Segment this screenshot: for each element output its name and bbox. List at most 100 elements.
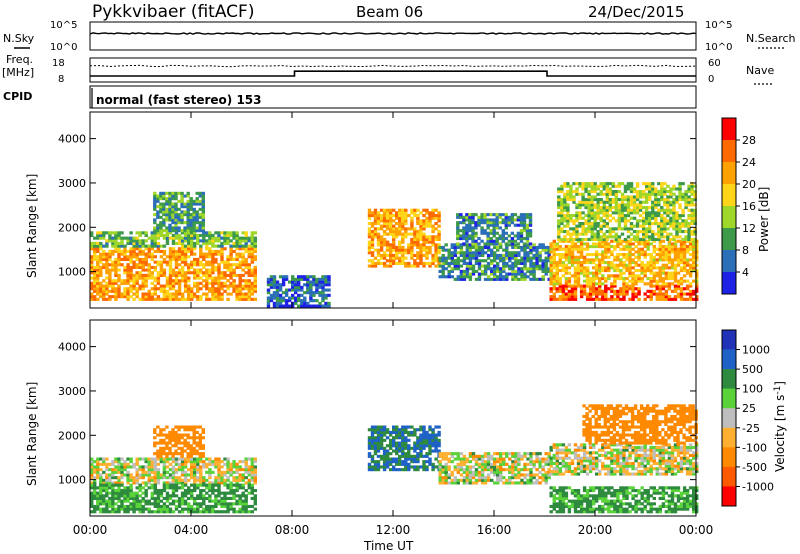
heatmap-cell: [147, 292, 151, 296]
heatmap-cell: [416, 256, 420, 260]
heatmap-cell: [693, 211, 697, 215]
heatmap-cell: [99, 241, 103, 245]
heatmap-cell: [607, 247, 611, 251]
heatmap-cell: [132, 502, 136, 506]
heatmap-cell: [153, 457, 157, 461]
heatmap-cell: [171, 502, 176, 506]
heatmap-cell: [648, 214, 652, 218]
heatmap-cell: [168, 449, 172, 453]
heatmap-cell: [468, 215, 472, 219]
heatmap-cell: [196, 233, 200, 237]
heatmap-cell: [392, 235, 396, 239]
colorbar-tick-label: 28: [742, 134, 756, 147]
heatmap-cell: [661, 284, 666, 288]
heatmap-cell: [318, 304, 322, 308]
heatmap-cell: [590, 206, 594, 210]
heatmap-cell: [623, 190, 628, 194]
heatmap-cell: [664, 282, 669, 286]
heatmap-cell: [555, 287, 559, 291]
heatmap-cell: [582, 266, 587, 270]
heatmap-cell: [162, 223, 166, 227]
heatmap-cell: [604, 245, 608, 249]
heatmap-cell: [625, 239, 629, 243]
heatmap-cell: [138, 265, 142, 269]
heatmap-cell: [638, 237, 643, 241]
heatmap-cell: [610, 253, 614, 257]
heatmap-cell: [404, 208, 408, 212]
heatmap-cell: [549, 277, 553, 281]
heatmap-cell: [150, 281, 154, 285]
heatmap-cell: [135, 462, 139, 466]
heatmap-cell: [183, 257, 188, 261]
heatmap-cell: [419, 211, 423, 215]
heatmap-cell: [141, 507, 145, 511]
heatmap-cell: [675, 227, 679, 231]
heatmap-cell: [578, 203, 582, 207]
heatmap-cell: [162, 462, 167, 466]
heatmap-cell: [670, 250, 675, 254]
heatmap-cell: [474, 248, 479, 252]
heatmap-cell: [450, 259, 454, 263]
heatmap-cell: [205, 247, 209, 251]
heatmap-cell: [220, 502, 224, 506]
heatmap-cell: [628, 269, 632, 273]
heatmap-cell: [425, 219, 429, 223]
heatmap-cell: [126, 265, 130, 269]
heatmap-cell: [664, 247, 669, 251]
heatmap-cell: [623, 203, 628, 207]
heatmap-cell: [162, 221, 166, 225]
heatmap-cell: [183, 462, 188, 466]
heatmap-cell: [105, 255, 109, 259]
heatmap-cell: [648, 187, 652, 191]
heatmap-cell: [428, 211, 432, 215]
heatmap-cell: [102, 289, 106, 293]
heatmap-cell: [648, 222, 652, 226]
heatmap-cell: [190, 260, 194, 264]
heatmap-cell: [535, 256, 539, 260]
heatmap-cell: [416, 261, 420, 265]
heatmap-cell: [168, 231, 173, 235]
heatmap-cell: [582, 284, 587, 288]
heatmap-cell: [555, 282, 559, 286]
heatmap-cell: [168, 292, 173, 296]
heatmap-cell: [416, 222, 420, 226]
heatmap-cell: [117, 496, 121, 500]
heatmap-cell: [90, 494, 94, 498]
heatmap-cell: [208, 297, 212, 301]
heatmap-cell: [199, 295, 203, 299]
heatmap-cell: [214, 268, 218, 272]
freq-left-tick-top: 18: [52, 58, 65, 69]
heatmap-cell: [385, 264, 390, 268]
heatmap-cell: [690, 222, 694, 226]
heatmap-cell: [171, 297, 176, 301]
heatmap-cell: [628, 261, 632, 265]
heatmap-cell: [171, 494, 176, 498]
heatmap-cell: [605, 182, 609, 186]
heatmap-cell: [635, 182, 640, 186]
heatmap-cell: [604, 247, 608, 251]
heatmap-cell: [367, 438, 372, 442]
heatmap-cell: [522, 213, 527, 217]
heatmap-cell: [202, 494, 206, 498]
heatmap-cell: [153, 481, 157, 485]
heatmap-cell: [199, 260, 203, 264]
heatmap-cell: [117, 457, 121, 461]
heatmap-cell: [193, 233, 197, 237]
heatmap-cell: [367, 214, 372, 218]
heatmap-cell: [635, 184, 640, 188]
heatmap-cell: [120, 465, 124, 469]
heatmap-cell: [682, 250, 687, 254]
heatmap-cell: [447, 269, 451, 273]
heatmap-cell: [247, 292, 251, 296]
heatmap-cell: [135, 271, 139, 275]
heatmap-cell: [117, 241, 121, 245]
heatmap-cell: [226, 460, 230, 464]
heatmap-cell: [309, 296, 313, 300]
heatmap-cell: [676, 253, 681, 257]
heatmap-cell: [93, 287, 97, 291]
heatmap-cell: [229, 470, 233, 474]
heatmap-cell: [688, 274, 693, 278]
heatmap-cell: [483, 229, 487, 233]
heatmap-cell: [595, 263, 599, 267]
heatmap-cell: [220, 284, 224, 288]
